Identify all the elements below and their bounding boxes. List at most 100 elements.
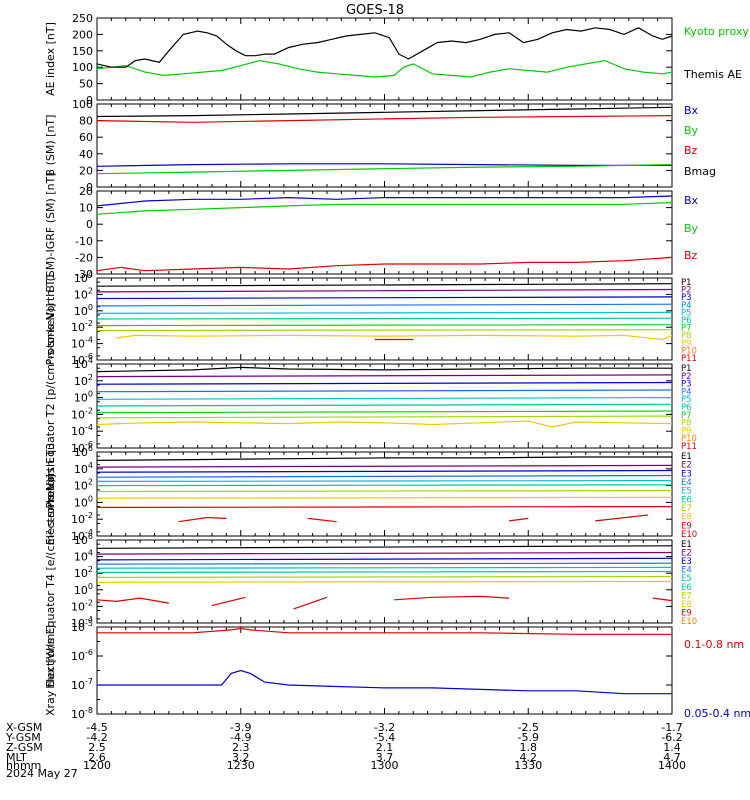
series-line	[96, 389, 673, 393]
y-axis-label: Electrons Equator T4 [e/(cm²-s-sr-keV)]	[44, 474, 57, 689]
legend-label: P11	[681, 442, 697, 452]
y-tick-label: 100	[74, 303, 93, 318]
series-line	[96, 374, 673, 378]
series-line	[96, 566, 673, 569]
y-tick-label: 106	[74, 444, 93, 459]
series-line	[96, 324, 673, 327]
series-line	[96, 195, 673, 207]
legend-label: E7	[681, 504, 692, 514]
y-tick-label: 106	[74, 532, 93, 547]
legend-label: E2	[681, 549, 692, 559]
y-tick-label: 102	[74, 478, 93, 493]
time-tick-label: 1330	[514, 759, 542, 772]
legend-label: E4	[681, 478, 692, 488]
legend-label: E5	[681, 487, 692, 497]
y-tick-label: 104	[74, 461, 93, 476]
legend-label: 0.05-0.4 nm	[684, 707, 750, 720]
y-axis-label: Protons North T1	[44, 273, 57, 366]
panel-frame	[96, 626, 673, 715]
series-line	[96, 562, 673, 565]
legend-label: Bz	[684, 144, 698, 157]
legend-label: P9	[681, 339, 692, 349]
time-tick-label: 1200	[83, 759, 111, 772]
legend-label: E1	[681, 452, 692, 462]
y-tick-label: 10-2	[71, 511, 93, 526]
series-line	[116, 334, 673, 341]
y-tick-label: 10-6	[71, 648, 93, 663]
legend-label: Bz	[684, 249, 698, 262]
legend-label: P6	[681, 316, 692, 326]
legend-label: 0.1-0.8 nm	[684, 638, 744, 651]
ephemeris-value: 3.2	[232, 751, 250, 764]
legend-label: E3	[681, 469, 692, 479]
series-line	[96, 551, 673, 555]
series-line	[96, 506, 673, 508]
legend-label: E8	[681, 513, 692, 523]
y-tick-label: 10-4	[71, 336, 93, 351]
y-tick-label: 102	[74, 565, 93, 580]
panel-8: 10-8 10-7 10-6 10-5 Xray flux [W/m²]	[44, 619, 673, 721]
series-line	[96, 456, 672, 461]
series-line	[96, 580, 673, 583]
ephemeris-row-label: MLT	[6, 751, 27, 764]
y-axis-label: Electrons North T3	[44, 443, 57, 545]
legend-label: E7	[681, 591, 692, 601]
ephemeris-value: -6.2	[661, 731, 682, 744]
series-line	[96, 469, 673, 473]
legend-label: E10	[681, 530, 697, 540]
legend-label: E6	[681, 495, 692, 505]
series-line	[96, 496, 673, 499]
series-line	[307, 517, 337, 523]
y-axis-label: Protons Equator T2 [p/(cm²-s-sr-keV)]	[44, 303, 57, 508]
y-tick-label: 10	[79, 202, 93, 215]
ephemeris-row-label: X-GSM	[6, 721, 42, 734]
time-tick-label: 1300	[371, 759, 399, 772]
panel-2: 0 20 40 60 80 100 B (SM) [nT]	[44, 98, 673, 194]
y-tick-label: 200	[72, 28, 93, 41]
date-label: 2024 May 27	[6, 767, 78, 780]
series-line	[509, 517, 529, 522]
legend-label: P4	[681, 301, 692, 311]
series-line	[96, 420, 673, 428]
ephemeris-value: -3.9	[230, 721, 251, 734]
y-axis-label: AE index [nT]	[44, 22, 57, 96]
series-line	[96, 464, 673, 468]
series-line	[96, 474, 673, 478]
series-line	[96, 415, 673, 419]
series-line	[96, 256, 673, 272]
legend-label: P1	[681, 364, 692, 374]
ephemeris-value: 1.8	[520, 741, 538, 754]
y-tick-label: 0	[86, 218, 93, 231]
series-line	[97, 669, 672, 695]
ephemeris-value: -4.5	[86, 721, 107, 734]
panel-3: -30 -20 -10 0 10 20 B (SM)-IGRF (SM) [nT]	[44, 172, 673, 293]
y-tick-label: 10-5	[71, 619, 93, 634]
series-line	[293, 596, 328, 610]
series-line	[96, 484, 673, 487]
series-line	[96, 557, 673, 561]
series-line	[96, 366, 672, 373]
series-line	[96, 597, 170, 604]
time-tick-label: 1230	[227, 759, 255, 772]
ephemeris-value: 4.2	[520, 751, 538, 764]
series-line	[96, 545, 673, 549]
y-tick-label: 80	[79, 115, 93, 128]
legend-label: P10	[681, 434, 697, 444]
y-tick-label: 250	[72, 12, 93, 25]
y-tick-label: -30	[75, 268, 93, 281]
series-line	[595, 514, 649, 522]
ephemeris-value: -4.2	[86, 731, 107, 744]
legend-label: P4	[681, 387, 692, 397]
ephemeris-value: -5.4	[374, 731, 395, 744]
series-line	[96, 115, 673, 123]
legend-label: By	[684, 222, 699, 235]
ephemeris-value: 2.5	[88, 741, 106, 754]
y-tick-label: 10-4	[71, 423, 93, 438]
legend-label: Bx	[684, 104, 699, 117]
y-tick-label: 20	[79, 164, 93, 177]
ephemeris-value: -3.2	[374, 721, 395, 734]
y-tick-label: 20	[79, 185, 93, 198]
legend-label: P7	[681, 411, 692, 421]
legend-label: P8	[681, 331, 692, 341]
